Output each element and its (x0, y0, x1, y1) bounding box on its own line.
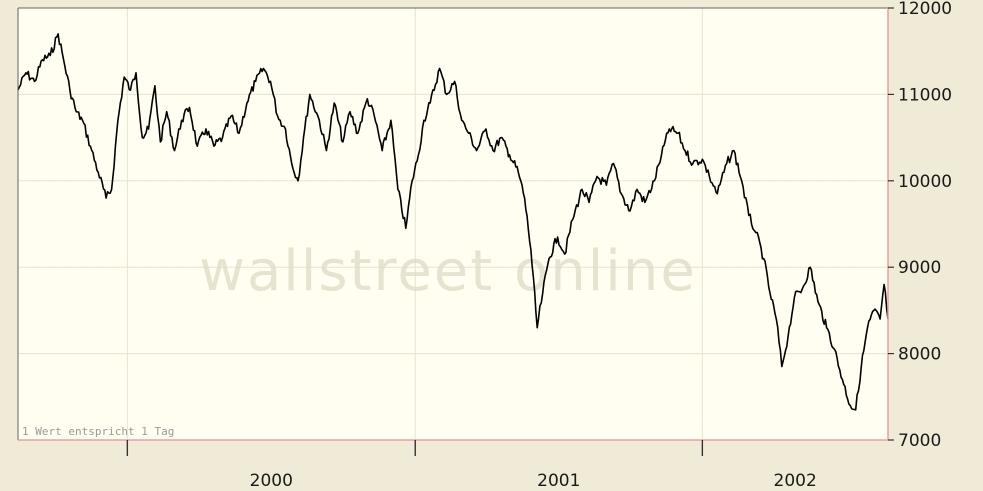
y-axis: 7000 8000 9000 10000 11000 12000 (888, 0, 952, 451)
series-line (17, 33, 889, 411)
resolution-note: 1 Wert entspricht 1 Tag (22, 425, 174, 438)
y-tick-label: 10000 (898, 172, 952, 192)
y-tick-label: 12000 (898, 0, 952, 19)
watermark-text: wallstreet online (199, 239, 697, 304)
y-tick-label: 9000 (898, 258, 941, 278)
y-tick-label: 11000 (898, 85, 952, 105)
x-axis: 2000 2001 2002 (126, 440, 817, 491)
plot-area (18, 8, 888, 440)
watermark: wallstreet online (199, 239, 697, 304)
y-tick-label: 8000 (898, 345, 941, 365)
y-tick-label: 7000 (898, 431, 941, 451)
x-tick-label: 2002 (774, 471, 817, 491)
x-tick-label: 2000 (250, 471, 293, 491)
x-tick-label: 2001 (537, 471, 580, 491)
grid (18, 8, 888, 440)
